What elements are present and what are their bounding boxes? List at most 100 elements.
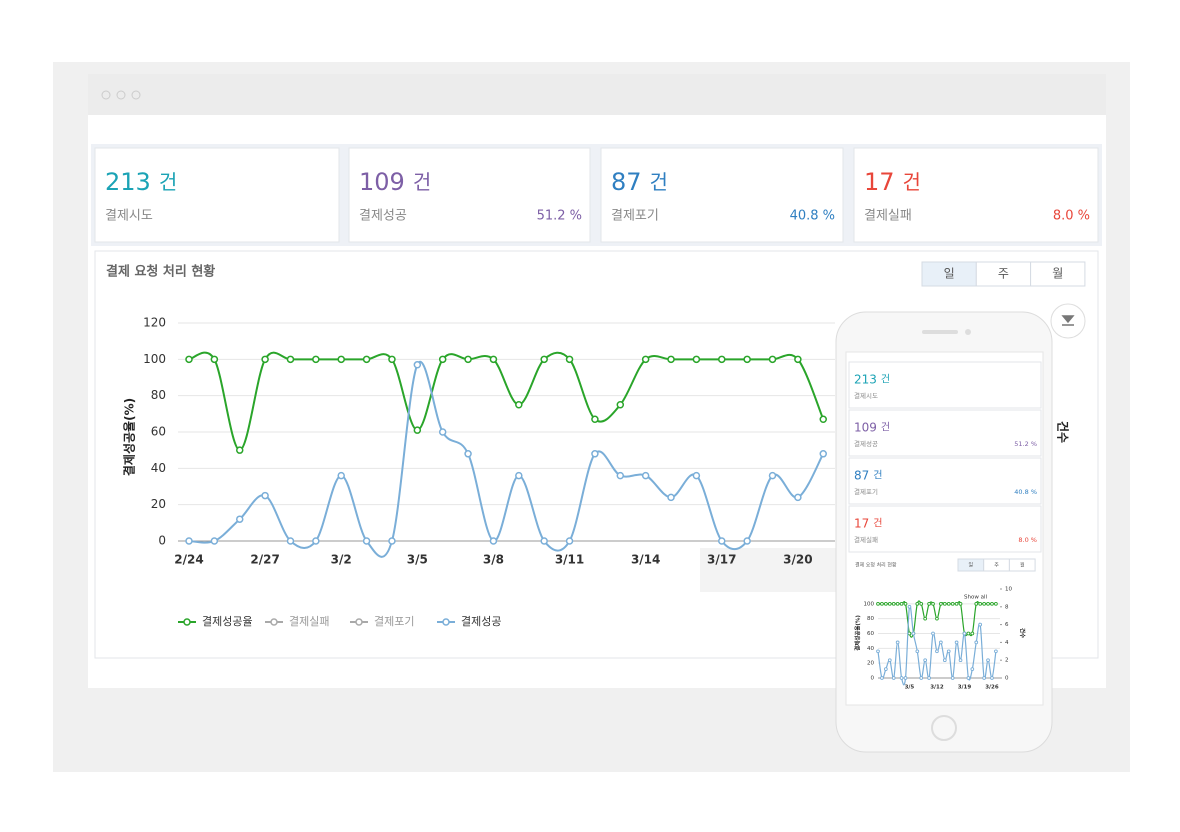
point <box>591 415 599 424</box>
legend-label: 결제성공율 <box>202 615 253 628</box>
point <box>261 491 269 500</box>
mobile-panel-title: 결제 요청 처리 현황 <box>855 562 897 569</box>
point <box>986 601 990 606</box>
point <box>958 601 963 606</box>
main-chart: 0 20 40 60 80 100 120 2/24 2/27 3/2 3/5 3/8 3/11 3/14… <box>122 316 1071 629</box>
y2-tick-label: 0 <box>1005 676 1009 682</box>
card-value: 87 건 <box>611 168 668 196</box>
unit: 건 <box>650 170 668 194</box>
legend-label: 결제실패 <box>289 615 329 628</box>
y-tick-label: 0 <box>871 676 875 682</box>
point <box>362 537 371 545</box>
point <box>616 471 625 480</box>
period-button[interactable] <box>975 261 1032 287</box>
point <box>286 537 295 545</box>
download-icon <box>1061 315 1075 326</box>
y-tick-label: 100 <box>143 352 166 366</box>
period-label: 일 <box>944 267 955 281</box>
card-label: 결제실패 <box>864 209 912 224</box>
value: 109 <box>359 168 405 196</box>
period-label: 월 <box>1052 267 1063 281</box>
period-button[interactable] <box>921 261 977 287</box>
card-rate: 8.0 % <box>1018 536 1037 544</box>
legend-marker <box>442 618 450 626</box>
point <box>362 355 371 364</box>
point <box>819 450 827 458</box>
period-button[interactable] <box>1030 261 1086 287</box>
point <box>540 355 548 364</box>
value: 17 <box>864 168 895 196</box>
card-value: 109 건 <box>359 168 431 196</box>
point <box>927 676 931 680</box>
annotation: Show all <box>964 595 987 601</box>
unit: 건 <box>873 518 882 530</box>
point <box>641 471 650 480</box>
card-rate: 8.0 % <box>1053 209 1090 224</box>
navigator <box>700 548 840 592</box>
point <box>667 493 675 502</box>
point <box>990 601 994 606</box>
card <box>848 409 1042 457</box>
legend-label: 결제포기 <box>374 615 414 628</box>
y-tick-label: 60 <box>867 631 874 637</box>
card-rate: 40.8 % <box>1014 488 1037 496</box>
point <box>235 515 244 523</box>
point <box>939 640 943 645</box>
value: 213 <box>854 372 877 386</box>
unit: 건 <box>159 170 177 194</box>
point <box>286 355 295 364</box>
point <box>794 493 802 502</box>
card <box>848 505 1042 553</box>
point <box>388 355 396 364</box>
point <box>718 537 726 545</box>
point <box>794 355 802 364</box>
point <box>931 601 935 606</box>
point <box>974 640 979 645</box>
panel-title: 결제 요청 처리 현황 <box>106 264 215 280</box>
point <box>884 601 888 606</box>
mobile-chart: 0 20 40 60 80 100 0 2 4 6 8 10 3/5 3/12 3/19 3/26 결제성공율(… <box>854 587 1027 691</box>
point <box>884 667 888 671</box>
point <box>887 601 892 606</box>
point <box>994 601 998 606</box>
y2-tick-label: 8 <box>1005 604 1009 610</box>
point <box>986 658 990 663</box>
card-value: 87 건 <box>854 468 882 482</box>
point <box>895 640 900 645</box>
y-axis-label: 결제성공율(%) <box>854 615 862 651</box>
point <box>942 658 947 663</box>
point <box>185 355 193 364</box>
point <box>966 631 971 636</box>
point <box>919 676 924 680</box>
title-bar <box>88 74 1106 115</box>
point <box>692 471 701 480</box>
point <box>413 361 422 369</box>
value: 213 <box>105 168 151 196</box>
point <box>438 428 447 436</box>
card <box>600 147 844 243</box>
point <box>718 355 726 364</box>
x-tick-label: 3/12 <box>930 685 944 691</box>
point <box>935 616 939 621</box>
unit: 건 <box>881 422 890 434</box>
value: 87 <box>854 468 869 482</box>
point <box>907 631 912 636</box>
point <box>939 601 943 606</box>
card-label: 결제시도 <box>105 209 153 224</box>
unit: 건 <box>413 170 431 194</box>
x-tick-label: 3/19 <box>958 685 972 691</box>
point <box>915 601 920 606</box>
point <box>970 667 975 671</box>
x-tick-label: 3/5 <box>905 685 915 691</box>
camera <box>965 329 971 335</box>
period-button[interactable] <box>1008 558 1036 572</box>
x-tick-label: 3/20 <box>783 553 812 567</box>
point <box>565 537 574 545</box>
card <box>853 147 1099 243</box>
point <box>903 601 908 606</box>
period-label: 일 <box>969 562 974 569</box>
point <box>515 471 523 480</box>
